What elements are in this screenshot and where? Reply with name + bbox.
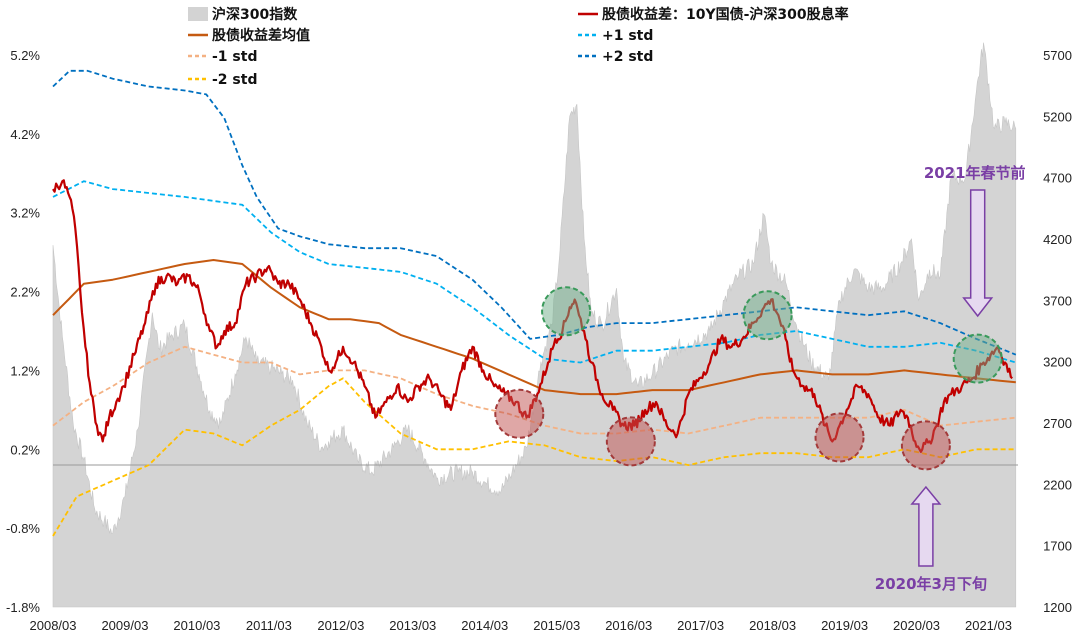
y-right-tick-label: 2700 [1043,416,1072,431]
low-highlight-circle-6 [900,420,951,471]
legend-item-m2: -2 std [188,72,257,88]
x-tick-label: 2014/03 [461,618,508,633]
x-tick-label: 2020/03 [893,618,940,633]
x-tick-label: 2015/03 [533,618,580,633]
y-right-tick-label: 2200 [1043,477,1072,492]
x-tick-label: 2019/03 [821,618,868,633]
y-left-tick-label: -1.8% [6,600,40,615]
y-left-tick-label: 3.2% [10,206,40,221]
low-highlight-circle-4 [605,416,656,467]
annotation-label: 2020年3月下旬 [875,575,987,593]
annotation-arrow-up [910,485,942,567]
y-left-tick-label: 4.2% [10,127,40,142]
x-tick-label: 2012/03 [317,618,364,633]
y-left-tick-label: -0.8% [6,521,40,536]
y-left-tick-label: 1.2% [10,363,40,378]
y-right-tick-label: 1200 [1043,600,1072,615]
x-tick-label: 2009/03 [101,618,148,633]
y-right-tick-label: 5200 [1043,109,1072,124]
y-right-tick-label: 5700 [1043,48,1072,63]
x-tick-label: 2011/03 [246,618,292,633]
legend-label: 沪深300指数 [212,6,298,23]
y-right-tick-label: 4200 [1043,232,1072,247]
y-right-tick-label: 3700 [1043,293,1072,308]
low-highlight-circle-5 [814,412,865,463]
ticks-layer: 2008/03 2009/03 2010/03 2011/03 2012/03 2013/… [6,48,1072,633]
index-area-layer [52,42,1017,608]
x-tick-label: 2018/03 [749,618,796,633]
annotation-arrow-down [962,189,994,318]
legend-item-p1: +1 std [578,28,653,44]
y-left-tick-label: 0.2% [10,442,40,457]
y-left-tick-label: 5.2% [10,48,40,63]
annotation-1: 2020年3月下旬 [875,485,987,593]
annotation-label: 2021年春节前 [924,164,1026,182]
y-left-tick-label: 2.2% [10,285,40,300]
x-tick-label: 2016/03 [605,618,652,633]
series-index-area [52,42,1017,608]
x-tick-label: 2008/03 [30,618,77,633]
legend-label: -1 std [212,49,257,65]
legend-item-mean: 股债收益差均值 [188,27,310,44]
legend-label: +1 std [602,28,653,44]
legend-item-p2: +2 std [578,49,653,65]
annotations-layer: 2021年春节前 2020年3月下旬 [875,164,1026,593]
legend-label: 股债收益差均值 [212,27,310,44]
legend-swatch [188,7,208,21]
legend-label: 股债收益差：10Y国债-沪深300股息率 [602,6,849,23]
legend-label: +2 std [602,49,653,65]
legend-item-index: 沪深300指数 [188,6,298,23]
high-highlight-circle-0 [541,286,592,337]
x-tick-label: 2013/03 [389,618,436,633]
x-tick-label: 2010/03 [173,618,220,633]
x-tick-label: 2021/03 [965,618,1012,633]
low-highlight-circle-3 [494,388,545,439]
y-right-tick-label: 4700 [1043,171,1072,186]
legend-label: -2 std [212,72,257,88]
high-highlight-circle-1 [742,290,793,341]
annotation-0: 2021年春节前 [924,164,1026,318]
series-plus2-std-line [52,69,1017,356]
series-mean-line [52,259,1016,396]
x-tick-label: 2017/03 [677,618,724,633]
series-plus1-std-line [52,180,1017,364]
legend-item-m1: -1 std [188,49,257,65]
highlight-circles-layer [494,286,1003,471]
y-right-tick-label: 3200 [1043,355,1072,370]
high-highlight-circle-2 [952,333,1003,384]
y-right-tick-label: 1700 [1043,539,1072,554]
legend-item-spread: 股债收益差：10Y国债-沪深300股息率 [578,6,849,23]
